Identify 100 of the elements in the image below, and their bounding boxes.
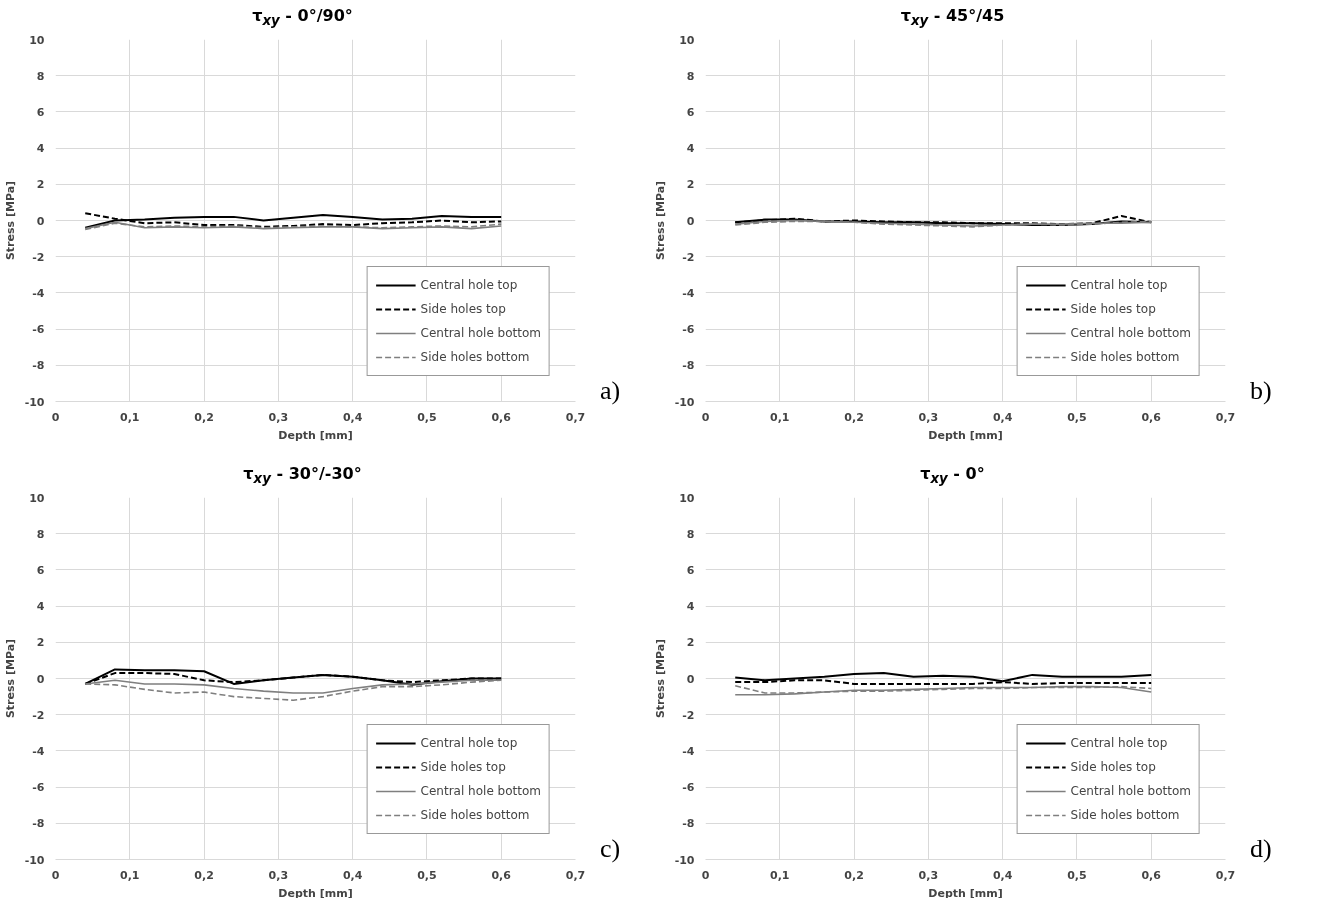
- y-tick-label: 6: [686, 105, 695, 119]
- y-axis-title: Stress [MPa]: [653, 180, 667, 261]
- y-tick-label: 2: [686, 178, 695, 192]
- x-axis-title: Depth [mm]: [928, 428, 1003, 442]
- y-tick-label: -2: [682, 250, 695, 264]
- x-tick-label: 0,4: [992, 868, 1013, 882]
- x-tick-label: 0,7: [1215, 410, 1236, 424]
- y-tick-label: -4: [682, 744, 695, 758]
- x-tick-label: 0,3: [268, 868, 289, 882]
- chart-title: τ$_{xy}$ - 0°/90°: [252, 5, 353, 31]
- x-tick-label: 0,2: [194, 868, 214, 882]
- x-tick-label: 0,4: [342, 868, 363, 882]
- legend-label: Central hole bottom: [1070, 326, 1191, 340]
- x-tick-label: 0,3: [918, 410, 939, 424]
- y-tick-label: -10: [674, 395, 695, 409]
- y-tick-label: -8: [32, 359, 45, 373]
- y-axis-title: Stress [MPa]: [3, 638, 17, 719]
- x-tick-label: 0: [51, 410, 60, 424]
- x-tick-label: 0,6: [491, 410, 512, 424]
- y-tick-label: 4: [686, 142, 695, 156]
- y-tick-label: -6: [682, 323, 695, 337]
- x-tick-label: 0,5: [417, 868, 437, 882]
- y-tick-label: -4: [32, 744, 45, 758]
- y-tick-label: 2: [686, 636, 695, 650]
- y-tick-label: 0: [686, 672, 695, 686]
- x-tick-label: 0,7: [565, 868, 586, 882]
- text: c): [600, 832, 621, 865]
- x-tick-label: 0,5: [1067, 410, 1087, 424]
- x-tick-label: 0,2: [844, 868, 864, 882]
- y-tick-label: 8: [686, 527, 695, 541]
- y-tick-label: -10: [674, 853, 695, 867]
- y-tick-label: 4: [36, 600, 45, 614]
- y-tick-label: 2: [36, 178, 45, 192]
- y-tick-label: -2: [682, 708, 695, 722]
- legend-label: Side holes bottom: [1070, 350, 1180, 364]
- x-tick-label: 0,6: [491, 868, 512, 882]
- x-tick-label: 0,5: [417, 410, 437, 424]
- x-tick-label: 0,2: [194, 410, 214, 424]
- y-tick-label: 10: [679, 491, 695, 505]
- y-tick-label: -6: [32, 323, 45, 337]
- y-tick-label: -4: [682, 286, 695, 300]
- x-axis-title: Depth [mm]: [278, 886, 353, 898]
- legend-label: Central hole bottom: [1070, 784, 1191, 798]
- line-series: [734, 672, 1153, 683]
- y-tick-label: 6: [686, 563, 695, 577]
- y-tick-label: -10: [24, 853, 45, 867]
- y-tick-label: -8: [32, 817, 45, 831]
- y-axis-title: Stress [MPa]: [3, 180, 17, 261]
- y-tick-label: 6: [36, 563, 45, 577]
- y-tick-label: -8: [682, 817, 695, 831]
- x-tick-label: 0,1: [120, 868, 140, 882]
- text: b): [1250, 374, 1272, 407]
- x-axis-title: Depth [mm]: [278, 428, 353, 442]
- y-tick-label: 4: [36, 142, 45, 156]
- y-tick-label: -2: [32, 708, 45, 722]
- legend-label: Central hole top: [420, 736, 518, 750]
- y-tick-label: 4: [686, 600, 695, 614]
- legend-label: Side holes top: [420, 302, 506, 316]
- x-axis-title: Depth [mm]: [928, 886, 1003, 898]
- chart-title: τ$_{xy}$ - 0°: [920, 463, 985, 489]
- x-tick-label: 0,7: [565, 410, 586, 424]
- legend-label: Side holes top: [1070, 760, 1156, 774]
- y-tick-label: -4: [32, 286, 45, 300]
- x-tick-label: 0,6: [1141, 410, 1162, 424]
- y-tick-label: 2: [36, 636, 45, 650]
- y-tick-label: 0: [686, 214, 695, 228]
- y-tick-label: -8: [682, 359, 695, 373]
- chart-title: τ$_{xy}$ - 30°/-30°: [243, 463, 362, 489]
- x-tick-label: 0,4: [992, 410, 1013, 424]
- y-tick-label: 8: [36, 69, 45, 83]
- y-tick-label: 8: [36, 527, 45, 541]
- y-tick-label: 8: [686, 69, 695, 83]
- y-tick-label: 10: [29, 491, 45, 505]
- x-tick-label: 0,4: [342, 410, 363, 424]
- y-tick-label: 6: [36, 105, 45, 119]
- legend-label: Side holes bottom: [420, 350, 530, 364]
- x-tick-label: 0,6: [1141, 868, 1162, 882]
- y-tick-label: 10: [679, 33, 695, 47]
- x-tick-label: 0,3: [918, 868, 939, 882]
- y-tick-label: -6: [682, 781, 695, 795]
- x-tick-label: 0: [701, 410, 710, 424]
- x-tick-label: 0,3: [268, 410, 289, 424]
- legend-label: Central hole bottom: [420, 784, 541, 798]
- y-axis-title: Stress [MPa]: [653, 638, 667, 719]
- legend-label: Side holes bottom: [420, 808, 530, 822]
- y-tick-label: 0: [36, 214, 45, 228]
- x-tick-label: 0,1: [770, 410, 790, 424]
- x-tick-label: 0,1: [770, 868, 790, 882]
- x-tick-label: 0,7: [1215, 868, 1236, 882]
- y-tick-label: 10: [29, 33, 45, 47]
- text: d): [1250, 832, 1272, 865]
- text: a): [600, 374, 621, 407]
- y-tick-label: -2: [32, 250, 45, 264]
- legend-label: Central hole top: [1070, 736, 1168, 750]
- y-tick-label: 0: [36, 672, 45, 686]
- x-tick-label: 0: [51, 868, 60, 882]
- y-tick-label: -10: [24, 395, 45, 409]
- legend-label: Central hole top: [1070, 278, 1168, 292]
- x-tick-label: 0,1: [120, 410, 140, 424]
- legend-label: Side holes bottom: [1070, 808, 1180, 822]
